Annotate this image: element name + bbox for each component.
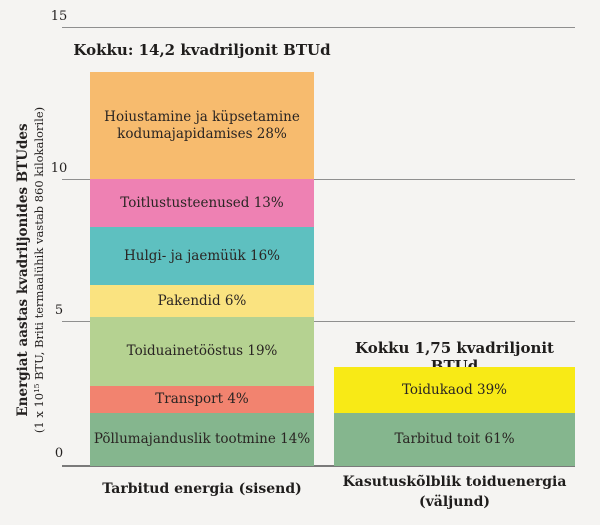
y-axis-title-sub: (1 x 10¹⁵ BTU, Briti termaalühik vastab …	[32, 106, 46, 434]
bar-segment-toiduainetoostus: Toiduainetööstus 19%	[90, 317, 314, 386]
bar-segment-label: Toitlustusteenused 13%	[120, 194, 284, 211]
gridline-10	[62, 179, 575, 180]
x-axis-baseline	[62, 465, 575, 467]
bar-segment-transport: Transport 4%	[90, 386, 314, 413]
x-axis-label-input: Tarbitud energia (sisend)	[102, 481, 302, 497]
gridline-5	[62, 321, 575, 322]
bar-segment-tarbitud-toit: Tarbitud toit 61%	[334, 413, 575, 466]
bar-segment-toitlustusteenused: Toitlustusteenused 13%	[90, 179, 314, 227]
bar-segment-toidukaod: Toidukaod 39%	[334, 367, 575, 413]
gridline-15	[62, 27, 575, 28]
y-tick-0: 0	[54, 446, 64, 461]
y-axis-title-main: Energiat aastas kvadriljonides BTUdes	[15, 123, 31, 417]
y-tick-10: 10	[50, 161, 68, 176]
bar-segment-pakendid: Pakendid 6%	[90, 285, 314, 317]
bar-segment-label: Hulgi- ja jaemüük 16%	[123, 247, 280, 264]
bar-segment-label: Tarbitud toit 61%	[394, 431, 515, 447]
bar-segment-label: Pakendid 6%	[157, 292, 247, 309]
bar-segment-label: Hoiustamine ja küpsetamine kodumajapidam…	[104, 108, 300, 142]
x-axis-label-output: Kasutuskõlblik toiduenergia (väljund)	[342, 474, 567, 510]
stacked-bar-output: Toidukaod 39% Tarbitud toit 61%	[334, 367, 575, 466]
bar-segment-label: Toiduainetööstus 19%	[126, 343, 278, 359]
bar-segment-label: Toidukaod 39%	[401, 381, 508, 398]
bar-segment-label: Põllumajanduslik tootmine 14%	[93, 431, 311, 447]
bar-segment-hulgi-ja-jaemuuk: Hulgi- ja jaemüük 16%	[90, 227, 314, 285]
bar-segment-label: Transport 4%	[155, 391, 249, 407]
y-tick-5: 5	[54, 303, 64, 318]
total-label-input-bar: Kokku: 14,2 kvadriljonit BTUd	[73, 41, 331, 59]
bar-segment-hoiustamine: Hoiustamine ja küpsetamine kodumajapidam…	[90, 72, 314, 179]
stacked-bar-input: Hoiustamine ja küpsetamine kodumajapidam…	[90, 72, 314, 466]
y-tick-15: 15	[50, 9, 68, 24]
bar-segment-pollumajanduslik: Põllumajanduslik tootmine 14%	[90, 413, 314, 466]
y-axis-title: Energiat aastas kvadriljonides BTUdes (1…	[14, 60, 50, 480]
